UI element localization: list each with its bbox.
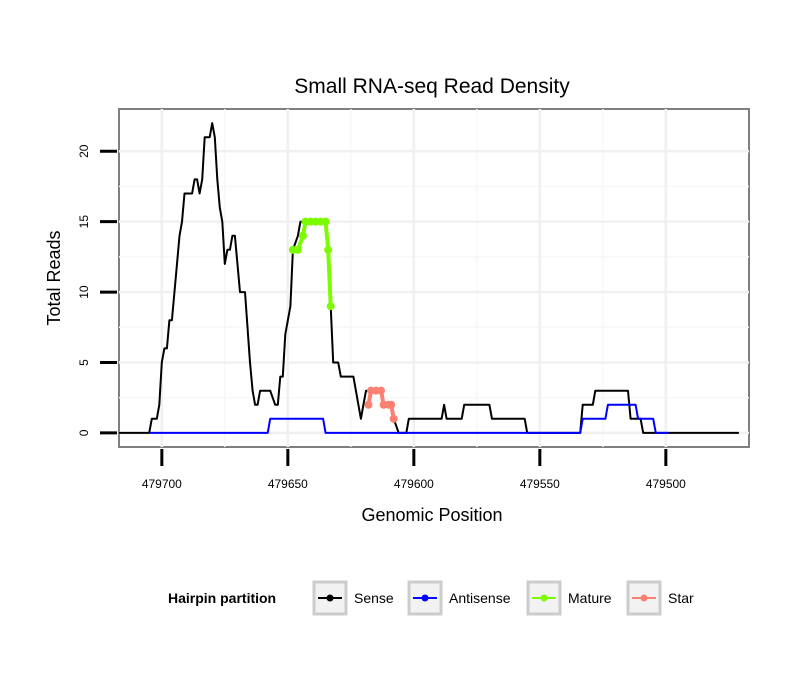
x-tick-label: 479550: [520, 477, 560, 491]
series-star-point: [377, 386, 386, 395]
series-star-point: [389, 414, 398, 423]
x-tick-label: 479500: [646, 477, 686, 491]
legend-label-mature: Mature: [568, 590, 612, 606]
legend-key-sense-dot: [326, 594, 334, 602]
y-tick-label: 5: [77, 359, 91, 366]
series-mature-point: [324, 245, 333, 254]
legend-label-star: Star: [668, 590, 694, 606]
x-tick-label: 479600: [394, 477, 434, 491]
series-mature-point: [321, 217, 330, 226]
series-mature-point: [326, 302, 335, 311]
legend-key-antisense-dot: [421, 594, 429, 602]
grid-lines: [119, 109, 749, 447]
series-mature-point: [293, 245, 302, 254]
series-star-point: [364, 400, 373, 409]
axes: 0 5 10 15 20 479700 479650 479600 479550 479500: [77, 144, 686, 491]
series-layer: [119, 122, 739, 434]
legend: Hairpin partition Sense Antisense Mature St…: [168, 580, 694, 616]
y-axis-title: Total Reads: [44, 230, 64, 325]
legend-label-antisense: Antisense: [449, 590, 511, 606]
chart-title: Small RNA-seq Read Density: [294, 75, 570, 98]
y-tick-label: 10: [77, 285, 91, 299]
plot-panel: [118, 108, 750, 448]
y-tick-label: 0: [77, 429, 91, 436]
legend-label-sense: Sense: [354, 590, 394, 606]
series-mature-point: [298, 231, 307, 240]
legend-key-mature-dot: [540, 594, 548, 602]
series-antisense-line: [149, 403, 669, 434]
x-axis-title: Genomic Position: [361, 505, 502, 525]
series-star-point: [387, 400, 396, 409]
legend-title: Hairpin partition: [168, 590, 276, 606]
legend-key-star-dot: [640, 594, 648, 602]
x-tick-label: 479650: [268, 477, 308, 491]
x-tick-label: 479700: [142, 477, 182, 491]
y-tick-label: 20: [77, 144, 91, 158]
y-tick-label: 15: [77, 215, 91, 229]
series-sense-line: [119, 122, 739, 434]
